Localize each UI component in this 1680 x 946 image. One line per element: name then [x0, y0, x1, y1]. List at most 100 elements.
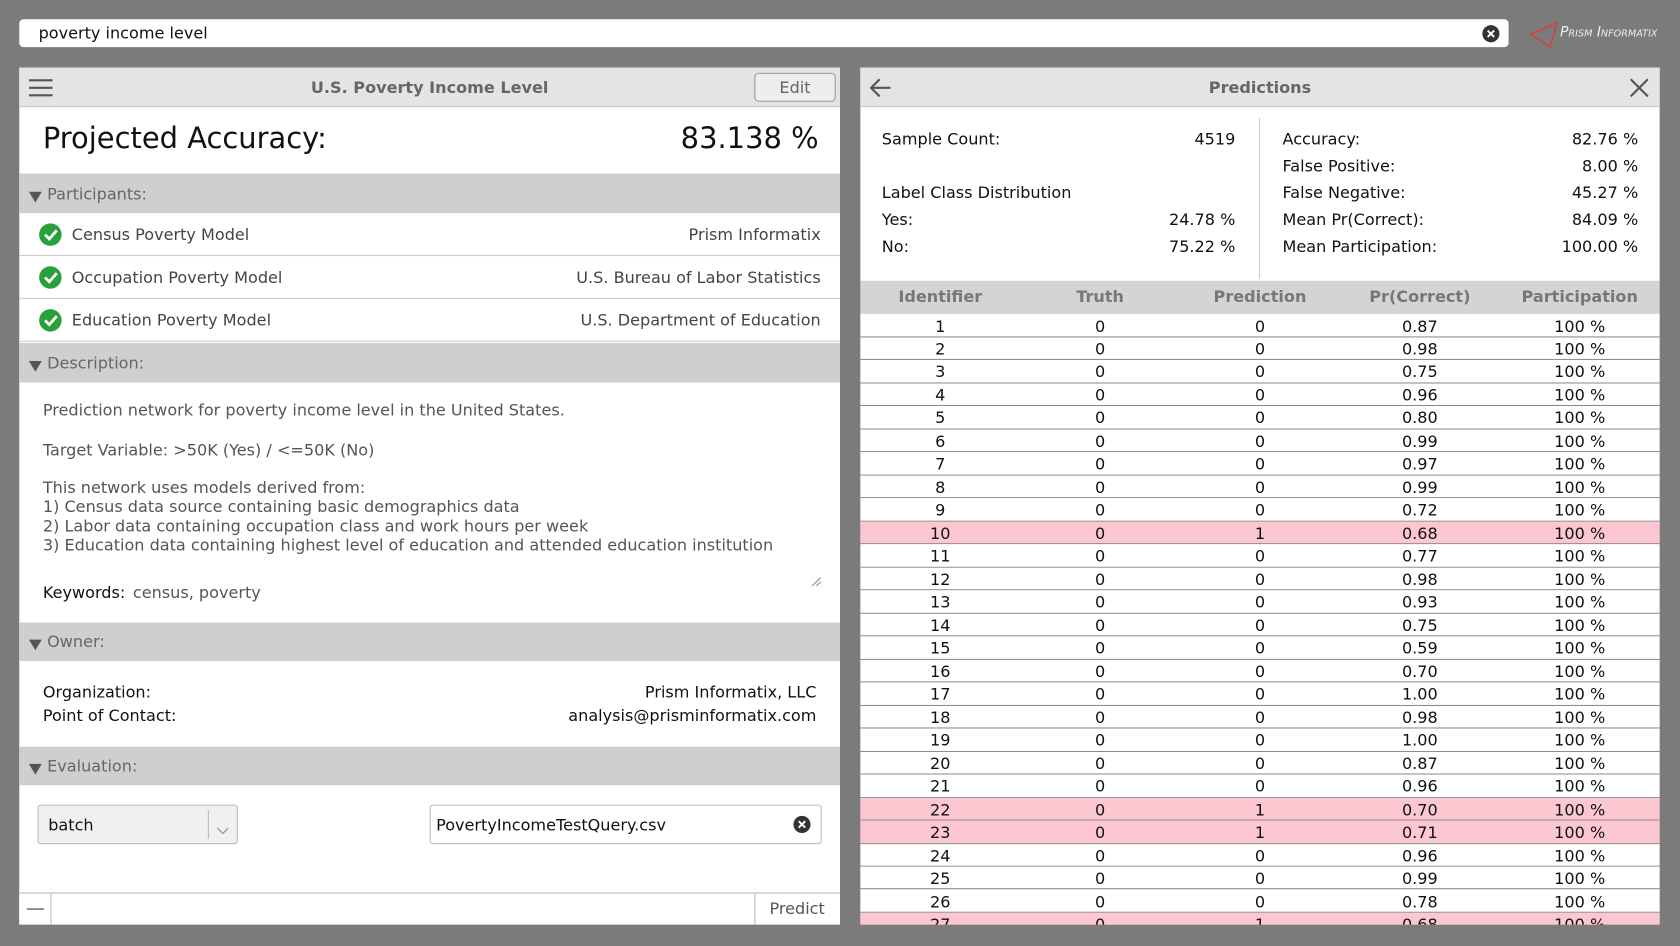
description-line: Prediction network for poverty income le… [42, 400, 565, 420]
description-line: 1) Census data source containing basic d… [42, 497, 520, 517]
stat-value: 75.22 % [1168, 236, 1236, 257]
table-cell: 100 % [1554, 822, 1606, 843]
table-cell: 0 [1095, 431, 1106, 451]
table-cell: 0 [1254, 500, 1266, 520]
column-header[interactable]: Prediction [1213, 287, 1307, 307]
table-cell: 0 [1095, 500, 1106, 520]
table-cell: 100 % [1554, 546, 1606, 566]
participant-org: U.S. Department of Education [580, 310, 821, 330]
participant-org: U.S. Bureau of Labor Statistics [576, 267, 821, 288]
table-cell: 0 [1254, 638, 1266, 659]
table-cell: 1 [1254, 822, 1266, 843]
table-row [860, 774, 1660, 798]
table-cell: 1 [1254, 914, 1266, 925]
table-cell: 7 [935, 454, 946, 474]
table-cell: 0 [1254, 661, 1266, 682]
table-row [860, 751, 1660, 775]
search-field[interactable] [19, 19, 1509, 48]
table-row [860, 728, 1660, 752]
brand-logo [1529, 19, 1559, 49]
table-cell: 14 [930, 615, 951, 636]
collapse-triangle [28, 187, 42, 202]
stat-label: Accuracy: [1282, 129, 1361, 149]
stat-label: Mean Participation: [1282, 236, 1438, 257]
table-cell: 100 % [1554, 868, 1606, 889]
table-row [860, 452, 1660, 476]
table-cell: 0 [1095, 592, 1106, 613]
stat-value: 82.76 % [1571, 129, 1639, 149]
left-title: U.S. Poverty Income Level [310, 78, 549, 98]
table-cell: 0 [1095, 845, 1106, 866]
table-cell: 100 % [1554, 431, 1606, 451]
description-header [19, 342, 841, 383]
table-cell: 0.98 [1401, 569, 1438, 589]
table-cell: 11 [930, 546, 951, 566]
predict-button[interactable] [754, 892, 840, 925]
column-header[interactable]: Pr(Correct) [1369, 287, 1471, 307]
participant-row [19, 299, 841, 342]
table-cell: 100 % [1554, 385, 1606, 405]
description-line: 2) Labor data containing occupation clas… [42, 516, 589, 536]
table-row [860, 613, 1660, 637]
table-cell: 0 [1254, 592, 1266, 613]
table-cell: 1 [935, 316, 946, 336]
file-field[interactable] [429, 804, 822, 845]
stat-label: False Positive: [1282, 156, 1396, 176]
participants-header [19, 173, 841, 214]
table-cell: 1.00 [1401, 684, 1438, 705]
close-button[interactable] [1629, 78, 1649, 98]
table-cell: 0.96 [1401, 776, 1438, 797]
table-row [860, 590, 1660, 614]
edit-button[interactable] [754, 72, 836, 102]
participant-model: Occupation Poverty Model [71, 267, 283, 288]
clear-search [1482, 25, 1500, 43]
table-cell: 0 [1095, 822, 1106, 843]
participant-model: Education Poverty Model [71, 310, 272, 330]
table-row [860, 820, 1660, 844]
table-cell: 0.97 [1401, 454, 1438, 474]
contact: analysis@prisminformatix.com [568, 706, 817, 726]
column-header[interactable]: Truth [1076, 287, 1124, 307]
column-header[interactable]: Identifier [898, 287, 983, 307]
column-header[interactable]: Participation [1521, 287, 1638, 307]
table-cell: 12 [930, 569, 951, 589]
table-cell: 100 % [1554, 845, 1606, 866]
table-cell: 0 [1254, 684, 1266, 705]
table-row [860, 682, 1660, 706]
table-cell: 0.68 [1401, 523, 1438, 543]
table-cell: 0 [1254, 339, 1266, 359]
table-row [860, 314, 1660, 338]
keywords-label: Keywords: [42, 582, 126, 603]
table-cell: 0.70 [1401, 661, 1438, 682]
status-check [39, 309, 63, 333]
table-row [860, 383, 1660, 407]
table-row [860, 889, 1660, 913]
table-cell: 0 [1095, 316, 1106, 336]
description-line: 3) Education data containing highest lev… [42, 535, 774, 555]
status-check [39, 266, 63, 290]
mode-dropdown[interactable] [37, 804, 238, 845]
table-cell: 17 [930, 684, 951, 705]
table-cell: 0.99 [1401, 868, 1438, 889]
back-button[interactable] [869, 77, 893, 98]
table-cell: 6 [935, 431, 946, 451]
table-cell: 0.80 [1401, 408, 1438, 428]
table-cell: 13 [930, 592, 951, 613]
table-cell: 4 [935, 385, 946, 405]
accuracy-label: Projected Accuracy: [42, 122, 327, 156]
table-row [860, 866, 1660, 890]
stat-label: Mean Pr(Correct): [1282, 209, 1425, 230]
table-row [860, 843, 1660, 867]
description-line: Target Variable: >50K (Yes) / <=50K (No) [42, 440, 375, 460]
table-cell: 10 [930, 523, 951, 543]
predict-label: Predict [769, 898, 825, 919]
table-cell: 0 [1254, 385, 1266, 405]
table-cell: 8 [935, 477, 946, 497]
table-cell: 0 [1095, 408, 1106, 428]
search-query: poverty income level [38, 23, 208, 43]
table-cell: 0 [1095, 339, 1106, 359]
table-cell: 16 [930, 661, 951, 682]
table-cell: 0 [1254, 730, 1266, 751]
right-title: Predictions [1208, 78, 1312, 98]
collapse-button[interactable] [19, 892, 52, 925]
